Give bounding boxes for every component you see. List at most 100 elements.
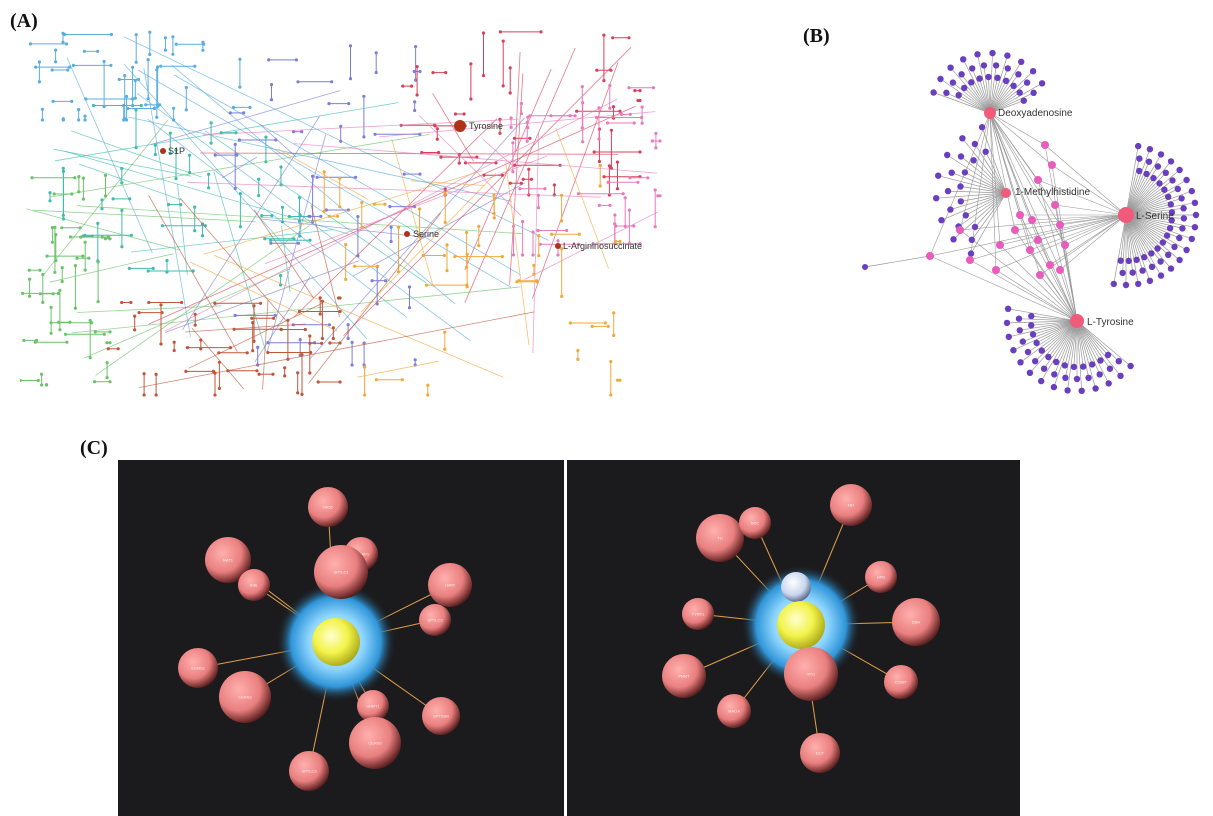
pathway-node (400, 378, 404, 382)
network-edge (989, 112, 1046, 146)
pathway-node (360, 201, 364, 205)
pathway-node (354, 175, 358, 179)
pathway-edge (524, 211, 659, 280)
pathway-node (426, 393, 430, 397)
pathway-node (245, 351, 249, 355)
protein-node (949, 79, 957, 86)
pathway-node (580, 85, 584, 89)
pathway-node (443, 347, 447, 351)
pathway-node (146, 58, 150, 62)
protein-sphere-label: CERS6 (368, 741, 382, 746)
network-edge (1125, 214, 1180, 261)
pathway-node (568, 321, 573, 325)
pathway-node (611, 36, 615, 40)
network-edge (940, 78, 991, 114)
protein-node (1017, 359, 1024, 366)
pathway-node (50, 68, 54, 72)
pathway-node (607, 164, 612, 168)
pathway-edge (185, 323, 306, 333)
pathway-node (613, 213, 617, 217)
protein-sphere (349, 717, 401, 769)
protein-node (1053, 358, 1060, 366)
pathway-node (338, 176, 342, 180)
network-edge (1125, 180, 1173, 216)
pathway-node (139, 103, 143, 108)
pathway-edge (202, 118, 519, 136)
pathway-node (457, 161, 461, 165)
pathway-node (172, 348, 176, 353)
pathway-node (518, 187, 522, 191)
pathway-node (608, 203, 612, 207)
pathway-node (260, 214, 264, 218)
pathway-node (608, 83, 612, 88)
protein-sphere (178, 648, 218, 688)
network-edge (1125, 188, 1178, 216)
pathway-node (465, 283, 469, 287)
pathway-node (389, 239, 393, 244)
pathway-node (52, 192, 56, 196)
metabolite-node (966, 256, 974, 264)
pathway-node (443, 191, 447, 195)
pathway-node (521, 220, 525, 224)
pathway-edge (360, 173, 497, 313)
network-edge (1125, 214, 1151, 281)
network-edge (1076, 320, 1089, 378)
pathway-node (64, 42, 68, 46)
protein-node (1004, 52, 1011, 59)
pathway-node (531, 253, 535, 257)
hub-label-deoxyadenosine: Deoxyadenosine (998, 108, 1073, 119)
protein-node (1040, 365, 1048, 372)
pathway-node (193, 64, 197, 68)
network-edge (1032, 320, 1078, 335)
pathway-node (319, 214, 323, 218)
network-edge (1125, 207, 1184, 216)
protein-node (992, 62, 1000, 69)
network-edge (1008, 308, 1078, 322)
protein-node (1028, 322, 1035, 329)
hub-label-serine: L-Serine (1136, 211, 1174, 222)
pathway-node (255, 369, 259, 373)
pathway-edge (308, 212, 442, 384)
network-edge (946, 92, 991, 114)
pathway-node (185, 346, 190, 350)
pathway-node (155, 115, 159, 119)
pathway-node (61, 31, 65, 35)
pathway-node (184, 108, 188, 112)
network-edge (929, 255, 1078, 322)
network-edge (973, 160, 1007, 194)
pathway-node (259, 301, 263, 305)
pathway-node (413, 108, 417, 113)
protein-node (1115, 358, 1122, 365)
protein-sphere-label: DCT (816, 751, 825, 756)
protein-node (1096, 371, 1103, 378)
pathway-node (320, 336, 324, 341)
pathway-node (279, 283, 283, 287)
pathway-node (96, 260, 100, 264)
pathway-node (298, 234, 302, 238)
protein-node (1020, 97, 1027, 104)
pathway-node (238, 225, 242, 229)
secondary-center-sphere (781, 572, 811, 602)
protein-node (1179, 225, 1186, 232)
pathway-edge (310, 204, 340, 318)
protein-node (962, 212, 969, 219)
pathway-node (251, 321, 255, 325)
center-sphere (777, 601, 825, 649)
protein-node (1129, 269, 1136, 276)
pathway-node (213, 301, 217, 305)
protein-node (1016, 327, 1023, 334)
protein-node (1136, 167, 1143, 175)
protein-node (989, 49, 996, 57)
pathway-node (297, 309, 301, 314)
pathway-node (552, 193, 557, 197)
pathway-node (316, 380, 320, 384)
network-edge (989, 112, 1001, 246)
protein-node (930, 89, 937, 96)
pathway-node (556, 239, 560, 243)
pathway-node (388, 205, 392, 209)
protein-node (1023, 79, 1031, 86)
pathway-node (41, 300, 45, 304)
pathway-node (298, 213, 302, 217)
protein-node (968, 236, 975, 243)
pathway-edge (343, 47, 632, 336)
